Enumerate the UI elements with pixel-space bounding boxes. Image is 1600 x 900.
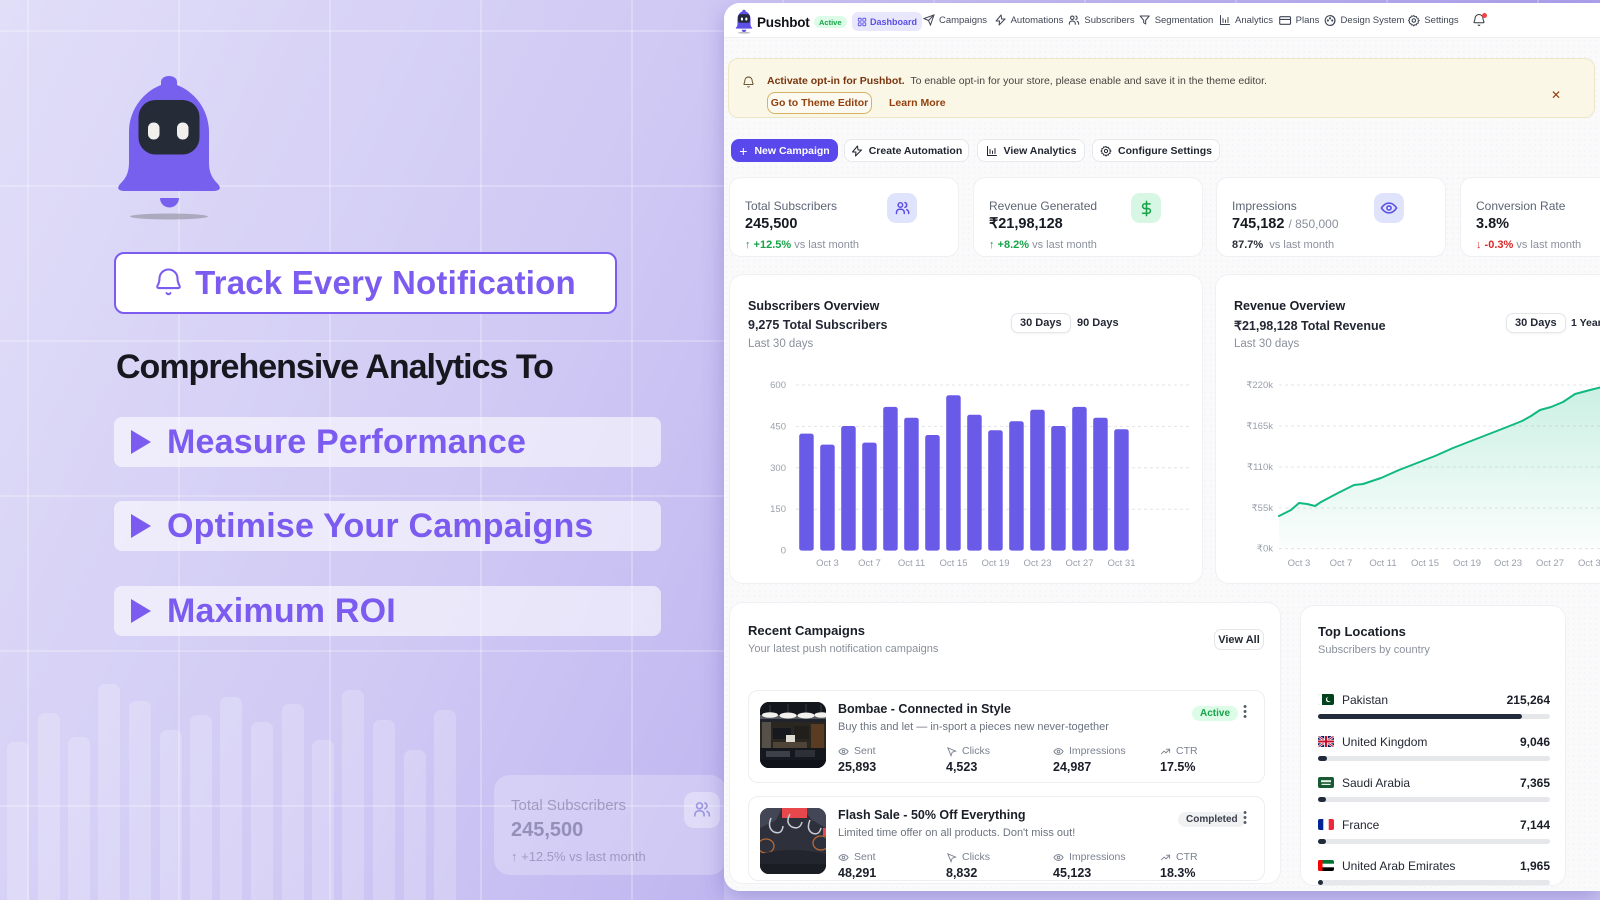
svg-text:Oct 3: Oct 3 xyxy=(1288,558,1311,569)
svg-text:Oct 7: Oct 7 xyxy=(1330,558,1353,569)
svg-text:Oct 27: Oct 27 xyxy=(1536,558,1564,569)
svg-text:Oct 7: Oct 7 xyxy=(858,558,881,569)
svg-text:Oct 31: Oct 31 xyxy=(1578,558,1600,569)
svg-text:Oct 3: Oct 3 xyxy=(816,558,839,569)
svg-text:₹165k: ₹165k xyxy=(1246,421,1273,432)
svg-text:Oct 23: Oct 23 xyxy=(1024,558,1052,569)
svg-text:₹0k: ₹0k xyxy=(1257,544,1273,555)
svg-text:Oct 11: Oct 11 xyxy=(898,558,925,569)
svg-text:150: 150 xyxy=(770,504,786,515)
svg-text:Oct 27: Oct 27 xyxy=(1066,558,1094,569)
svg-text:Oct 19: Oct 19 xyxy=(982,558,1010,569)
svg-text:Oct 15: Oct 15 xyxy=(1411,558,1439,569)
svg-text:₹55k: ₹55k xyxy=(1252,503,1274,514)
svg-text:Oct 19: Oct 19 xyxy=(1453,558,1481,569)
svg-text:₹110k: ₹110k xyxy=(1247,462,1273,473)
svg-text:Oct 11: Oct 11 xyxy=(1369,558,1396,569)
svg-text:Oct 31: Oct 31 xyxy=(1108,558,1136,569)
svg-text:600: 600 xyxy=(770,380,786,391)
svg-text:450: 450 xyxy=(770,421,786,432)
svg-text:₹220k: ₹220k xyxy=(1246,380,1273,391)
svg-text:Oct 15: Oct 15 xyxy=(940,558,968,569)
svg-text:Oct 23: Oct 23 xyxy=(1494,558,1522,569)
svg-text:0: 0 xyxy=(781,546,786,557)
svg-text:300: 300 xyxy=(770,463,786,474)
